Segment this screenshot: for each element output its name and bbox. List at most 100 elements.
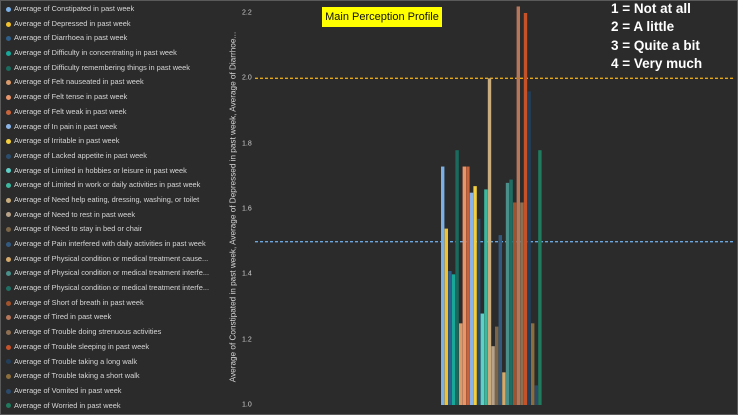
y-tick-label: 1.2 <box>242 336 252 344</box>
legend-marker-icon <box>6 36 11 42</box>
legend-item[interactable]: Average of Trouble doing strenuous activ… <box>6 325 231 340</box>
bar[interactable] <box>451 274 456 405</box>
bar[interactable] <box>534 385 538 405</box>
bar[interactable] <box>473 186 477 405</box>
legend-label: Average of Trouble taking a long walk <box>14 356 138 366</box>
legend-item[interactable]: Average of Tired in past week <box>6 310 231 325</box>
legend-marker-icon <box>6 80 11 86</box>
legend-item[interactable]: Average of Trouble taking a long walk <box>6 355 231 370</box>
scale-note-3: 3 = Quite a bit <box>611 38 700 53</box>
legend-item[interactable]: Average of Physical condition or medical… <box>6 281 231 296</box>
legend-item[interactable]: Average of Diarrhoea in past week <box>6 31 231 46</box>
bar[interactable] <box>513 202 517 405</box>
legend-item[interactable]: Average of Trouble taking a short walk <box>6 369 231 384</box>
legend-marker-icon <box>6 403 11 409</box>
legend-item[interactable]: Average of Lacked appetite in past week <box>6 149 231 164</box>
legend-item[interactable]: Average of Difficulty remembering things… <box>6 61 231 76</box>
y-tick-label: 1.0 <box>242 401 252 409</box>
legend-item[interactable]: Average of Need to stay in bed or chair <box>6 222 231 237</box>
legend-label: Average of Felt tense in past week <box>14 92 128 102</box>
legend-label: Average of Felt nauseated in past week <box>14 77 144 87</box>
legend-marker-icon <box>6 227 11 233</box>
bar[interactable] <box>459 323 463 405</box>
legend-label: Average of Constipated in past week <box>14 4 135 13</box>
legend-label: Average of Need help eating, dressing, w… <box>14 194 200 204</box>
legend-item[interactable]: Average of Irritable in past week <box>6 134 231 149</box>
legend-label: Average of Trouble doing strenuous activ… <box>14 327 162 337</box>
y-tick-label: 1.8 <box>242 140 252 148</box>
legend-label: Average of In pain in past week <box>14 121 117 131</box>
legend-marker-icon <box>6 329 11 335</box>
legend-marker-icon <box>6 124 11 130</box>
legend-item[interactable]: Average of Felt tense in past week <box>6 90 231 105</box>
bar[interactable] <box>498 235 502 405</box>
legend-item[interactable]: Average of Constipated in past week <box>6 2 231 17</box>
bar[interactable] <box>480 313 484 405</box>
legend-item[interactable]: Average of Physical condition or medical… <box>6 266 231 281</box>
legend-item[interactable]: Average of Vomited in past week <box>6 384 231 399</box>
bar[interactable] <box>455 150 459 405</box>
legend-item[interactable]: Average of Limited in hobbies or leisure… <box>6 164 231 179</box>
bar[interactable] <box>466 166 470 405</box>
legend-label: Average of Pain interfered with daily ac… <box>14 239 206 248</box>
legend-item[interactable]: Average of Trouble sleeping in past week <box>6 340 231 355</box>
y-tick-label: 1.4 <box>242 270 252 278</box>
legend-marker-icon <box>6 65 11 71</box>
legend-label: Average of Physical condition or medical… <box>14 283 209 293</box>
bar[interactable] <box>520 202 524 405</box>
scale-note-2: 2 = A little <box>611 19 675 34</box>
legend-item[interactable]: Average of Physical condition or medical… <box>6 252 231 267</box>
bar[interactable] <box>527 91 531 406</box>
legend-marker-icon <box>6 344 11 350</box>
legend-item[interactable]: Average of Short of breath in past week <box>6 296 231 311</box>
bar[interactable] <box>516 6 520 405</box>
bar[interactable] <box>523 13 528 405</box>
bar[interactable] <box>462 166 466 405</box>
bar[interactable] <box>477 218 481 405</box>
bar[interactable] <box>484 189 488 405</box>
bar[interactable] <box>448 271 452 405</box>
legend-label: Average of Lacked appetite in past week <box>14 150 147 160</box>
y-tick-label: 1.6 <box>242 205 252 213</box>
legend-item[interactable]: Average of Felt weak in past week <box>6 105 231 120</box>
legend-marker-icon <box>6 256 11 262</box>
bar[interactable] <box>469 192 474 405</box>
legend-item[interactable]: Average of Depressed in past week <box>6 17 231 32</box>
legend-marker-icon <box>6 139 11 145</box>
legend-marker-icon <box>6 388 11 394</box>
legend-marker-icon <box>6 300 11 306</box>
legend-label: Average of Trouble sleeping in past week <box>14 341 150 351</box>
legend-label: Average of Physical condition or medical… <box>14 253 209 263</box>
bar[interactable] <box>444 228 448 405</box>
legend-marker-icon <box>6 153 11 159</box>
bar[interactable] <box>441 166 445 405</box>
bar[interactable] <box>538 150 542 405</box>
legend-marker-icon <box>6 6 11 12</box>
legend-item[interactable]: Average of Difficulty in concentrating i… <box>6 46 231 61</box>
bar[interactable] <box>495 326 499 405</box>
legend-item[interactable]: Average of In pain in past week <box>6 120 231 135</box>
legend-label: Average of Vomited in past week <box>14 385 122 395</box>
legend-item[interactable]: Average of Felt nauseated in past week <box>6 75 231 90</box>
bar[interactable] <box>509 179 513 405</box>
bar[interactable] <box>531 323 535 405</box>
legend-item[interactable]: Average of Need help eating, dressing, w… <box>6 193 231 208</box>
chart-title: Main Perception Profile <box>322 7 442 27</box>
legend-item[interactable]: Average of Worried in past week <box>6 399 231 414</box>
legend-label: Average of Tired in past week <box>14 312 112 322</box>
legend-marker-icon <box>6 197 11 203</box>
legend-item[interactable]: Average of Pain interfered with daily ac… <box>6 237 231 252</box>
legend-item[interactable]: Average of Need to rest in past week <box>6 208 231 223</box>
legend-label: Average of Depressed in past week <box>14 18 131 28</box>
bar[interactable] <box>487 78 492 405</box>
bar[interactable] <box>505 182 510 405</box>
legend-label: Average of Difficulty in concentrating i… <box>14 48 177 58</box>
legend-marker-icon <box>6 212 11 218</box>
legend-label: Average of Difficulty remembering things… <box>14 62 190 72</box>
legend-marker-icon <box>6 50 11 56</box>
bar[interactable] <box>502 372 506 405</box>
legend-item[interactable]: Average of Limited in work or daily acti… <box>6 178 231 193</box>
legend-marker-icon <box>6 94 11 100</box>
bar[interactable] <box>491 346 495 405</box>
